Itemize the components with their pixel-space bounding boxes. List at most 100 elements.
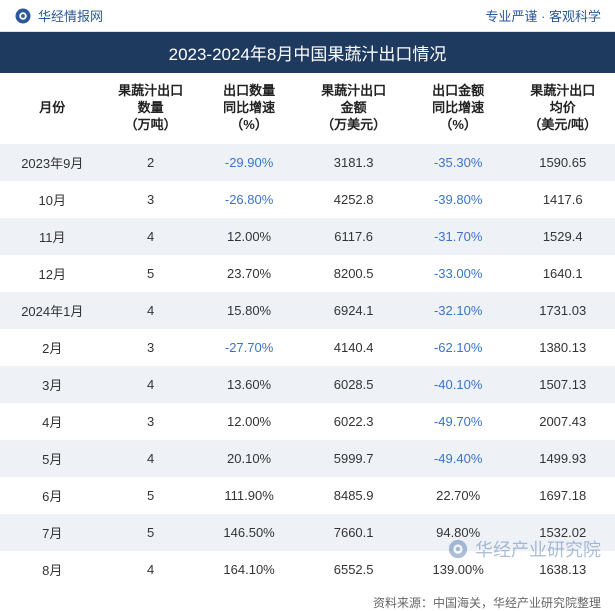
table-cell: 3 — [105, 181, 197, 218]
table-cell: -29.90% — [197, 144, 302, 181]
table-cell: 8200.5 — [301, 255, 406, 292]
table-cell: -49.70% — [406, 403, 511, 440]
table-row: 4月312.00%6022.3-49.70%2007.43 — [0, 403, 615, 440]
table-cell: 2月 — [0, 329, 105, 366]
table-cell: 23.70% — [197, 255, 302, 292]
table-body: 2023年9月2-29.90%3181.3-35.30%1590.6510月3-… — [0, 144, 615, 588]
table-cell: 12.00% — [197, 403, 302, 440]
table-cell: 4140.4 — [301, 329, 406, 366]
table-cell: -49.40% — [406, 440, 511, 477]
table-cell: 4月 — [0, 403, 105, 440]
table-cell: 139.00% — [406, 551, 511, 588]
table-cell: 3181.3 — [301, 144, 406, 181]
table-cell: -33.00% — [406, 255, 511, 292]
site-name: 华经情报网 — [38, 6, 103, 25]
table-cell: 4 — [105, 292, 197, 329]
chart-title: 2023-2024年8月中国果蔬汁出口情况 — [0, 32, 615, 73]
table-cell: 3 — [105, 329, 197, 366]
table-cell: 5 — [105, 514, 197, 551]
table-cell: 7月 — [0, 514, 105, 551]
table-cell: 1731.03 — [510, 292, 615, 329]
logo-icon — [14, 7, 32, 25]
table-cell: -62.10% — [406, 329, 511, 366]
data-source: 资料来源：中国海关，华经产业研究院整理 — [0, 588, 615, 611]
table-row: 6月5111.90%8485.922.70%1697.18 — [0, 477, 615, 514]
table-cell: 1507.13 — [510, 366, 615, 403]
table-cell: 1640.1 — [510, 255, 615, 292]
table-cell: 1380.13 — [510, 329, 615, 366]
table-cell: 6552.5 — [301, 551, 406, 588]
table-cell: 6117.6 — [301, 218, 406, 255]
table-cell: -27.70% — [197, 329, 302, 366]
table-cell: 6月 — [0, 477, 105, 514]
table-cell: 4252.8 — [301, 181, 406, 218]
table-cell: -35.30% — [406, 144, 511, 181]
table-cell: -40.10% — [406, 366, 511, 403]
table-cell: 6028.5 — [301, 366, 406, 403]
table-cell: 20.10% — [197, 440, 302, 477]
table-cell: 15.80% — [197, 292, 302, 329]
table-row: 2023年9月2-29.90%3181.3-35.30%1590.65 — [0, 144, 615, 181]
table-cell: 1529.4 — [510, 218, 615, 255]
table-cell: 2007.43 — [510, 403, 615, 440]
table-cell: 10月 — [0, 181, 105, 218]
table-cell: -26.80% — [197, 181, 302, 218]
site-brand: 华经情报网 — [14, 6, 103, 25]
table-cell: 4 — [105, 551, 197, 588]
table-cell: 12.00% — [197, 218, 302, 255]
table-cell: 2 — [105, 144, 197, 181]
table-cell: 5月 — [0, 440, 105, 477]
column-header: 出口数量同比增速（%） — [197, 73, 302, 144]
column-header: 月份 — [0, 73, 105, 144]
data-table-wrap: 月份果蔬汁出口数量（万吨）出口数量同比增速（%）果蔬汁出口金额（万美元）出口金额… — [0, 73, 615, 588]
table-cell: 13.60% — [197, 366, 302, 403]
table-row: 10月3-26.80%4252.8-39.80%1417.6 — [0, 181, 615, 218]
table-cell: 2023年9月 — [0, 144, 105, 181]
table-cell: 94.80% — [406, 514, 511, 551]
table-cell: -32.10% — [406, 292, 511, 329]
table-cell: 22.70% — [406, 477, 511, 514]
table-cell: -39.80% — [406, 181, 511, 218]
table-cell: 1417.6 — [510, 181, 615, 218]
table-row: 12月523.70%8200.5-33.00%1640.1 — [0, 255, 615, 292]
table-cell: 1532.02 — [510, 514, 615, 551]
table-cell: 1590.65 — [510, 144, 615, 181]
table-cell: 4 — [105, 440, 197, 477]
table-cell: 1697.18 — [510, 477, 615, 514]
table-cell: 8月 — [0, 551, 105, 588]
table-cell: -31.70% — [406, 218, 511, 255]
table-header-row: 月份果蔬汁出口数量（万吨）出口数量同比增速（%）果蔬汁出口金额（万美元）出口金额… — [0, 73, 615, 144]
table-cell: 111.90% — [197, 477, 302, 514]
table-row: 2月3-27.70%4140.4-62.10%1380.13 — [0, 329, 615, 366]
table-cell: 5 — [105, 477, 197, 514]
table-cell: 6924.1 — [301, 292, 406, 329]
site-tagline: 专业严谨 · 客观科学 — [485, 6, 601, 25]
table-cell: 2024年1月 — [0, 292, 105, 329]
site-header: 华经情报网 专业严谨 · 客观科学 — [0, 0, 615, 32]
table-row: 5月420.10%5999.7-49.40%1499.93 — [0, 440, 615, 477]
column-header: 果蔬汁出口金额（万美元） — [301, 73, 406, 144]
data-table: 月份果蔬汁出口数量（万吨）出口数量同比增速（%）果蔬汁出口金额（万美元）出口金额… — [0, 73, 615, 588]
table-row: 3月413.60%6028.5-40.10%1507.13 — [0, 366, 615, 403]
table-cell: 11月 — [0, 218, 105, 255]
table-row: 8月4164.10%6552.5139.00%1638.13 — [0, 551, 615, 588]
table-row: 2024年1月415.80%6924.1-32.10%1731.03 — [0, 292, 615, 329]
table-cell: 4 — [105, 218, 197, 255]
table-row: 7月5146.50%7660.194.80%1532.02 — [0, 514, 615, 551]
table-cell: 1638.13 — [510, 551, 615, 588]
column-header: 果蔬汁出口均价（美元/吨） — [510, 73, 615, 144]
table-cell: 8485.9 — [301, 477, 406, 514]
table-cell: 7660.1 — [301, 514, 406, 551]
table-cell: 5 — [105, 255, 197, 292]
table-cell: 3月 — [0, 366, 105, 403]
table-cell: 4 — [105, 366, 197, 403]
table-cell: 164.10% — [197, 551, 302, 588]
table-cell: 5999.7 — [301, 440, 406, 477]
table-row: 11月412.00%6117.6-31.70%1529.4 — [0, 218, 615, 255]
table-cell: 6022.3 — [301, 403, 406, 440]
column-header: 果蔬汁出口数量（万吨） — [105, 73, 197, 144]
table-cell: 146.50% — [197, 514, 302, 551]
table-cell: 1499.93 — [510, 440, 615, 477]
column-header: 出口金额同比增速（%） — [406, 73, 511, 144]
table-cell: 12月 — [0, 255, 105, 292]
